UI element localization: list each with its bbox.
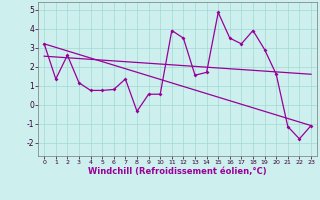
X-axis label: Windchill (Refroidissement éolien,°C): Windchill (Refroidissement éolien,°C) — [88, 167, 267, 176]
